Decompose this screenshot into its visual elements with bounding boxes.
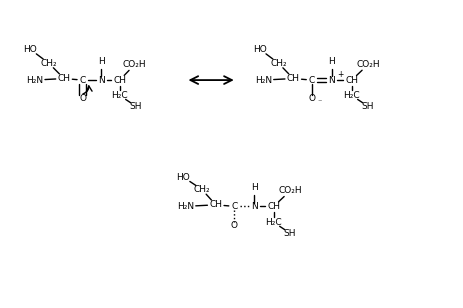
Text: H: H	[98, 57, 104, 66]
Text: SH: SH	[361, 102, 373, 111]
Text: +: +	[336, 70, 343, 79]
Text: N: N	[328, 75, 334, 85]
Text: O: O	[230, 221, 238, 230]
Text: SH: SH	[283, 229, 295, 238]
Text: H₂N: H₂N	[255, 75, 271, 85]
Text: H₂N: H₂N	[26, 75, 43, 85]
Text: CH: CH	[286, 74, 299, 83]
Text: CH₂: CH₂	[269, 59, 286, 68]
Text: CH: CH	[209, 200, 222, 209]
Text: N: N	[250, 202, 257, 211]
Text: CH: CH	[267, 202, 280, 211]
Text: O: O	[307, 94, 315, 103]
Text: CH: CH	[113, 75, 126, 85]
Text: HO: HO	[252, 45, 266, 54]
Text: H₂C: H₂C	[343, 91, 359, 100]
Text: H₂N: H₂N	[177, 202, 194, 211]
Text: HO: HO	[176, 172, 190, 182]
Text: N: N	[98, 75, 104, 85]
Text: C: C	[79, 75, 86, 85]
Text: H: H	[250, 183, 257, 192]
Text: SH: SH	[130, 102, 142, 111]
Text: HO: HO	[23, 45, 37, 54]
Text: CH₂: CH₂	[193, 185, 210, 194]
Text: C: C	[231, 202, 237, 211]
Text: CH: CH	[57, 74, 70, 83]
Text: CH₂: CH₂	[40, 59, 57, 68]
Text: H₂C: H₂C	[265, 218, 282, 227]
Text: CH: CH	[344, 75, 357, 85]
Text: H₂C: H₂C	[111, 91, 128, 100]
Text: CO₂H: CO₂H	[123, 60, 146, 69]
Text: ⁻: ⁻	[316, 98, 321, 107]
Text: CO₂H: CO₂H	[356, 60, 379, 69]
Text: C: C	[308, 75, 314, 85]
Text: H: H	[328, 57, 334, 66]
Text: CO₂H: CO₂H	[278, 186, 301, 196]
Text: O: O	[79, 94, 86, 103]
